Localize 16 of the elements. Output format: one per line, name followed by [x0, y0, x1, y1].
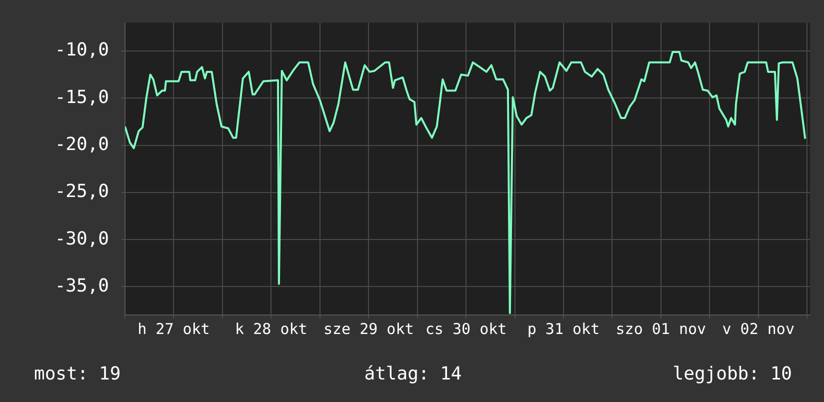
x-tick-label: h 27 okt — [138, 320, 210, 338]
y-tick-label: -20,0 — [54, 134, 109, 156]
x-tick-label: cs 30 okt — [425, 320, 507, 338]
y-tick-label: -15,0 — [54, 86, 109, 108]
x-tick-label: szo 01 nov — [616, 320, 706, 338]
x-tick-label: k 28 okt — [235, 320, 308, 338]
text: legjobb: 10 — [672, 364, 792, 385]
y-tick-label: -10,0 — [54, 40, 109, 61]
y-tick-label: -30,0 — [54, 228, 109, 250]
x-tick-label: p 31 okt — [527, 320, 600, 338]
y-tick-label: -25,0 — [54, 181, 109, 202]
text: átlag: 14 — [364, 364, 462, 385]
x-tick-label: sze 29 okt — [323, 320, 414, 338]
x-tick-label: v 02 nov — [722, 320, 794, 338]
text: most: 19 — [34, 364, 121, 385]
y-tick-label: -35,0 — [54, 275, 109, 296]
